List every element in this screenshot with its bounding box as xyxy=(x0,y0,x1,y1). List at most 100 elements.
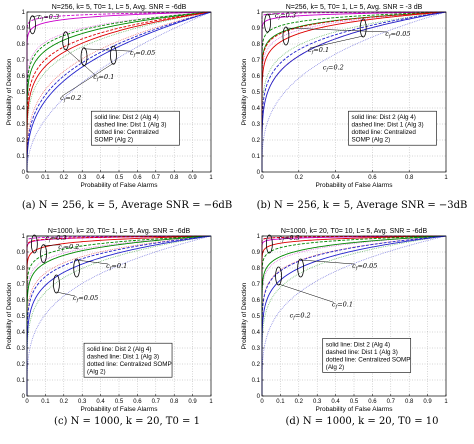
legend-entry: solid line: Dist 2 (Alg 4) xyxy=(351,114,415,121)
y-axis-label: Probability of Detection xyxy=(6,58,13,125)
y-tick-label: 0.9 xyxy=(17,250,26,256)
y-tick-label: 0.8 xyxy=(252,42,261,48)
annotation-cf: cf=0.1 xyxy=(308,46,329,56)
x-tick-label: 0.5 xyxy=(350,399,359,405)
y-axis-label: Probability of Detection xyxy=(241,282,248,349)
x-tick-label: 1 xyxy=(444,175,448,181)
y-tick-label: 0 xyxy=(257,170,261,176)
x-tick-label: 0.1 xyxy=(41,175,50,181)
annotation-cf: cf=0.05 xyxy=(73,294,98,304)
series-dist1-dashed xyxy=(261,235,447,396)
annotation-leader xyxy=(61,62,114,97)
y-tick-label: 0.8 xyxy=(17,42,26,48)
x-tick-label: 0.4 xyxy=(96,399,105,405)
y-tick-label: 0.9 xyxy=(17,26,26,32)
panel-a: cf=0.3 cf=0.1 cf=0.05 cf=0.2 0 0.1 0.2 0.3 0.4 0.… xyxy=(6,4,213,189)
y-tick-label: 1 xyxy=(257,234,261,240)
y-tick-label: 0.9 xyxy=(252,250,261,256)
y-tick-label: 0.6 xyxy=(252,74,261,80)
series-dist2-solid xyxy=(26,11,212,172)
series-dist2-solid xyxy=(261,235,447,396)
legend-box xyxy=(83,342,173,378)
legend-entry: SOMP (Alg 2) xyxy=(94,137,133,144)
y-tick-label: 0 xyxy=(257,394,261,400)
y-tick-label: 0 xyxy=(22,170,26,176)
series-dist2-solid xyxy=(261,11,447,172)
annotation-cf: cf=0.3 xyxy=(279,234,300,244)
series-dist1-dashed xyxy=(26,235,212,396)
x-tick-label: 0.7 xyxy=(152,399,161,405)
series-dist1-dashed xyxy=(26,11,212,172)
curve-group-ellipse xyxy=(30,234,38,254)
y-tick-label: 0.4 xyxy=(17,330,26,336)
annotation-cf: cf=0.1 xyxy=(93,73,114,83)
curve-group-ellipse xyxy=(265,234,273,254)
annotation-cf: cf=0.3 xyxy=(275,12,296,22)
y-tick-label: 0.2 xyxy=(252,138,261,144)
y-tick-label: 0.8 xyxy=(252,266,261,272)
annotation-leader xyxy=(285,27,388,33)
series-centralized-dotted xyxy=(261,235,447,396)
y-tick-label: 0.6 xyxy=(252,298,261,304)
x-tick-label: 0.9 xyxy=(188,175,197,181)
y-tick-label: 0.9 xyxy=(252,26,261,32)
x-tick-label: 0.2 xyxy=(60,175,69,181)
legend-entry: dotted line: Centralized SOMP xyxy=(87,361,172,368)
x-tick-label: 0.7 xyxy=(152,175,161,181)
x-tick-label: 0 xyxy=(260,399,264,405)
y-tick-label: 0.2 xyxy=(17,362,26,368)
annotation-cf: cf=0.3 xyxy=(38,13,59,23)
curve-group-ellipse xyxy=(80,47,88,67)
x-tick-label: 0.6 xyxy=(368,399,377,405)
legend-entry: (Alg 2) xyxy=(87,369,106,376)
panel-caption: (d) N = 1000, k = 20, T0 = 10 xyxy=(285,416,438,427)
x-axis-label: Probability of False Alarms xyxy=(316,182,394,189)
y-tick-label: 0.2 xyxy=(17,138,26,144)
y-tick-label: 0.4 xyxy=(17,106,26,112)
series-centralized-dotted xyxy=(261,235,447,396)
x-tick-label: 0.1 xyxy=(41,399,50,405)
x-tick-label: 0.9 xyxy=(188,399,197,405)
series-centralized-dotted xyxy=(26,235,212,396)
x-tick-label: 0 xyxy=(25,175,29,181)
series-centralized-dotted xyxy=(26,11,212,172)
y-tick-label: 0.4 xyxy=(252,330,261,336)
panel-caption: (a) N = 256, k = 5, Average SNR = −6dB xyxy=(22,200,232,211)
series-centralized-dotted xyxy=(261,235,447,396)
annotation-cf: cf=0.05 xyxy=(385,30,410,40)
panel-caption: (c) N = 1000, k = 20, T0 = 1 xyxy=(54,416,200,427)
panel-title: N=1000, k= 20, T0= 10, L= 5, Avg. SNR = … xyxy=(281,228,428,235)
y-tick-label: 1 xyxy=(257,10,261,16)
series-dist2-solid xyxy=(261,11,447,172)
annotation-cf: cf=0.1 xyxy=(106,262,127,272)
annotation-leader xyxy=(309,35,364,49)
curve-group-ellipse xyxy=(359,18,367,38)
x-tick-label: 0.8 xyxy=(405,399,414,405)
x-tick-label: 0.3 xyxy=(78,399,87,405)
x-axis-label: Probability of False Alarms xyxy=(81,406,159,413)
y-axis-label: Probability of Detection xyxy=(6,282,13,349)
y-tick-label: 1 xyxy=(22,10,26,16)
series-dist2-solid xyxy=(26,235,212,396)
y-tick-label: 0.1 xyxy=(252,378,261,384)
x-tick-label: 0 xyxy=(25,399,29,405)
x-tick-label: 0.8 xyxy=(170,399,179,405)
y-tick-label: 0.7 xyxy=(252,58,261,64)
legend-entry: dotted line: Centralized xyxy=(94,129,159,136)
y-tick-label: 1 xyxy=(22,234,26,240)
annotation-cf: cf=0.2 xyxy=(290,312,311,322)
annotation-leader xyxy=(56,291,76,297)
legend-entry: SOMP (Alg 2) xyxy=(351,137,390,144)
x-tick-label: 0.5 xyxy=(115,399,124,405)
x-tick-label: 0.6 xyxy=(368,175,377,181)
annotation-cf: cf=0.2 xyxy=(60,94,81,104)
panel-d: cf=0.3 cf=0.05 cf=0.1 cf=0.2 0 0.1 0.2 0.3 0.4 0.… xyxy=(241,228,448,413)
annotation-leader xyxy=(32,14,41,18)
panel-title: N=256, k= 5, T0= 1, L= 5, Avg. SNR = -3 … xyxy=(286,4,423,11)
x-tick-label: 0.3 xyxy=(313,399,322,405)
annotation-cf: cf=0.3 xyxy=(45,234,66,244)
series-dist2-solid xyxy=(26,11,212,172)
curve-group-ellipse xyxy=(264,13,271,33)
panel-caption: (b) N = 256, k = 5, Average SNR = −3dB xyxy=(257,200,468,211)
